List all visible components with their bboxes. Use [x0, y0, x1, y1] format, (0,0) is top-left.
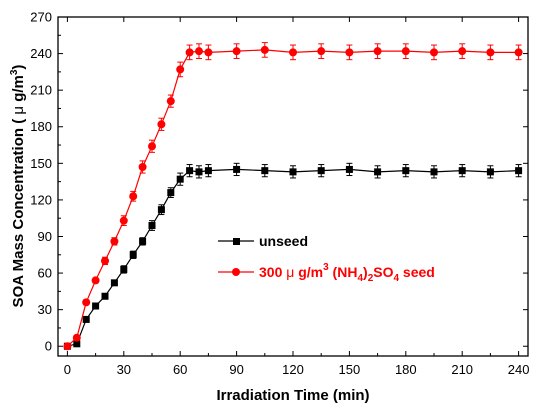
data-point: [233, 165, 241, 173]
data-point: [129, 192, 138, 201]
data-point: [458, 167, 466, 175]
data-point: [138, 162, 147, 171]
data-point: [195, 168, 203, 176]
legend-item-unseed: unseed: [218, 233, 308, 249]
data-point: [401, 47, 410, 56]
data-point: [185, 48, 194, 57]
y-tick-label: 180: [30, 119, 52, 134]
x-tick-label: 210: [451, 362, 473, 377]
data-point: [514, 48, 523, 57]
data-point: [167, 189, 175, 197]
data-point: [92, 302, 100, 310]
y-tick-label: 210: [30, 83, 52, 98]
data-point: [101, 256, 109, 265]
axes-layer: 0 30 60 90 120 150 180 210 240 0 30 60 90 120 150 180 21…: [30, 10, 529, 378]
series-layer: [63, 42, 523, 351]
data-point: [91, 276, 100, 285]
legend-item-seed: 300 μ g/m3 (NH4)2SO4 seed: [218, 262, 435, 284]
y-tick-label: 60: [38, 266, 52, 281]
y-tick-label: 270: [30, 10, 52, 25]
x-tick-label: 120: [282, 362, 304, 377]
legend-label-seed: 300 μ g/m3 (NH4)2SO4 seed: [259, 262, 435, 284]
data-point: [186, 167, 194, 175]
data-point: [204, 167, 212, 175]
x-tick-label: 180: [395, 362, 417, 377]
y-tick-label: 30: [38, 302, 52, 317]
x-tick-label: 240: [508, 362, 530, 377]
data-point: [148, 222, 156, 230]
data-point: [458, 47, 467, 56]
data-point: [374, 168, 382, 176]
data-point: [110, 237, 119, 246]
data-point: [176, 65, 185, 74]
legend: unseed 300 μ g/m3 (NH4)2SO4 seed: [218, 233, 435, 284]
data-point: [73, 340, 81, 348]
data-point: [176, 175, 184, 183]
data-point: [486, 48, 495, 57]
data-point: [82, 298, 91, 307]
y-tick-label: 240: [30, 46, 52, 61]
legend-marker-seed: [232, 268, 240, 276]
data-point: [72, 333, 81, 342]
data-point: [515, 167, 523, 175]
x-tick-label: 0: [64, 362, 71, 377]
data-point: [261, 167, 269, 175]
y-tick-label: 0: [45, 339, 52, 354]
data-point: [402, 167, 410, 175]
data-point: [232, 47, 241, 56]
data-point: [157, 120, 166, 129]
data-point: [430, 48, 438, 57]
data-point: [63, 342, 72, 351]
data-point: [289, 48, 297, 57]
data-point: [289, 168, 297, 176]
data-point: [110, 279, 118, 287]
data-point: [373, 47, 382, 56]
data-point: [101, 292, 109, 300]
data-point: [317, 167, 325, 175]
x-tick-label: 90: [229, 362, 243, 377]
plot-frame: [57, 16, 529, 357]
data-point: [430, 168, 438, 176]
series-seed: [63, 42, 523, 351]
data-point: [204, 48, 213, 57]
data-point: [166, 97, 175, 106]
data-point: [157, 206, 165, 214]
data-point: [486, 168, 494, 176]
x-tick-label: 30: [117, 362, 131, 377]
data-point: [139, 237, 147, 245]
y-tick-label: 150: [30, 156, 52, 171]
data-point: [148, 142, 156, 151]
data-point: [345, 165, 353, 173]
data-point: [345, 48, 354, 57]
y-axis-title: SOA Mass Concentration ( μ g/m3): [9, 65, 27, 308]
data-point: [317, 47, 326, 56]
x-tick-label: 60: [173, 362, 187, 377]
legend-label-unseed: unseed: [259, 233, 308, 249]
data-point: [82, 315, 90, 323]
legend-marker-unseed: [233, 238, 240, 245]
x-axis-title: Irradiation Time (min): [216, 387, 369, 404]
data-point: [260, 45, 269, 54]
data-point: [120, 265, 128, 273]
data-point: [119, 216, 128, 225]
y-tick-label: 90: [38, 229, 52, 244]
y-tick-label: 120: [30, 192, 52, 207]
x-tick-label: 150: [339, 362, 361, 377]
data-point: [129, 251, 137, 259]
data-point: [195, 47, 203, 56]
